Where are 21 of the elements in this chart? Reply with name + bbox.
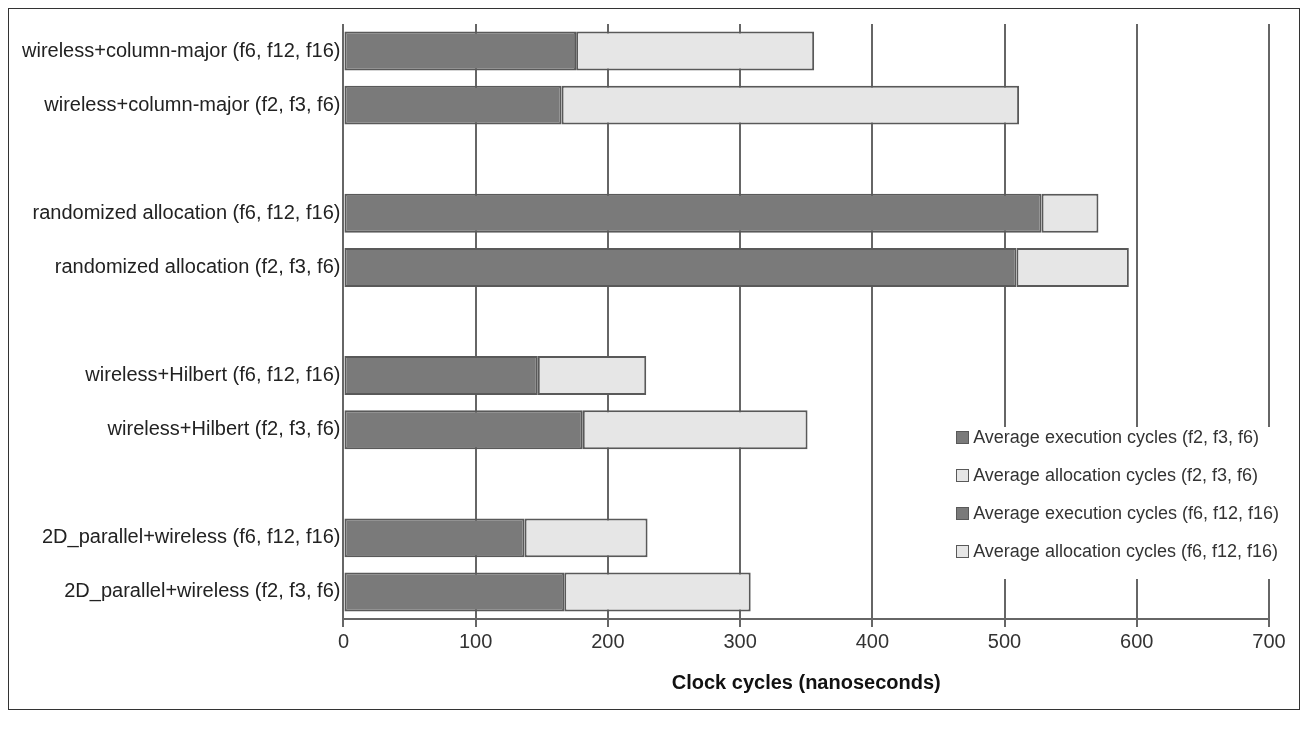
y-tick-label: 2D_parallel+wireless (f6, f12, f16) [41,525,341,549]
y-tick-label: wireless+Hilbert (f2, f3, f6) [106,417,341,440]
y-tick-label: wireless+column-major (f2, f3, f6) [43,92,341,115]
legend-label: Average execution cycles (f2, f3, f6) [973,427,1259,448]
x-axis-title: Clock cycles (nanoseconds) [671,670,941,693]
x-tick-label: 200 [591,629,625,652]
y-tick-label: randomized allocation (f6, f12, f16) [32,200,341,223]
y-tick-label: wireless+Hilbert (f6, f12, f16) [84,363,341,386]
x-tick-label: 400 [855,629,890,652]
x-tick-label: 700 [1252,629,1286,652]
legend-label: Average allocation cycles (f6, f12, f16) [973,541,1278,562]
y-tick-label: wireless+column-major (f6, f12, f16) [20,38,341,61]
x-tick-label: 500 [987,629,1022,652]
x-tick-label: 600 [1120,629,1154,652]
legend-label: Average allocation cycles (f2, f3, f6) [973,465,1258,486]
legend-label: Average execution cycles (f6, f12, f16) [973,503,1279,524]
x-tick-label: 0 [337,629,350,652]
y-tick-label: randomized allocation (f2, f3, f6) [54,254,341,277]
x-tick-label: 300 [723,629,757,652]
x-tick-label: 100 [458,629,493,652]
y-tick-label: 2D_parallel+wireless (f2, f3, f6) [64,579,341,603]
